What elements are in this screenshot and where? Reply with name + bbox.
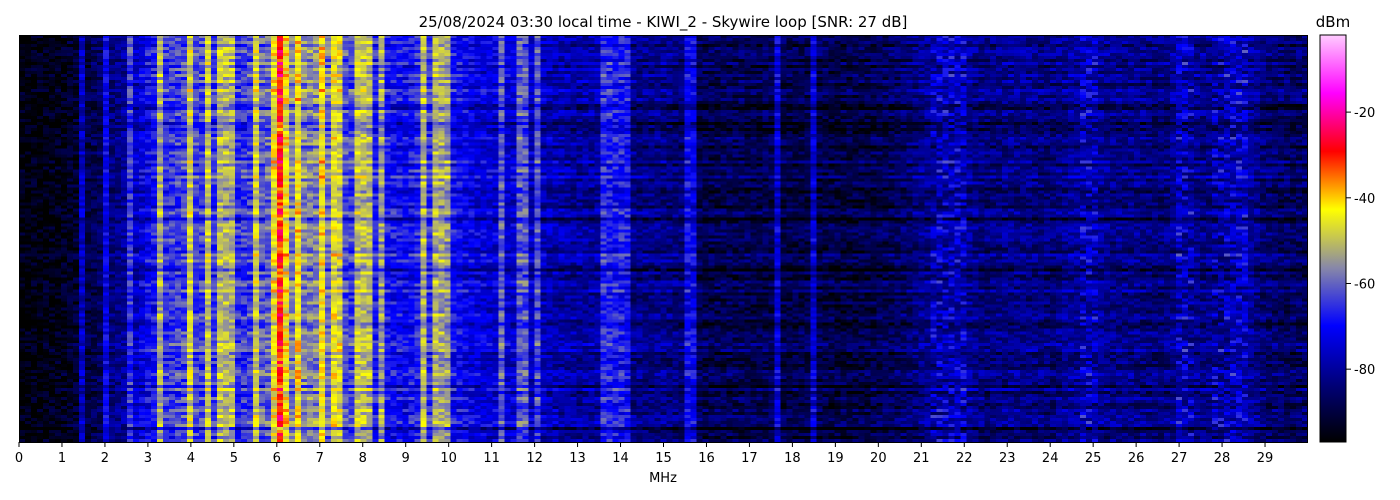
x-tick-label: 15: [655, 451, 672, 466]
colorbar-label: dBm: [1316, 13, 1350, 31]
colorbar-tick-label: -20: [1354, 106, 1375, 121]
x-tick-label: 11: [483, 451, 500, 466]
colorbar-ticks: -20 -40 -60 -80: [1346, 106, 1375, 378]
x-tick-label: 21: [913, 451, 930, 466]
x-tick-label: 20: [870, 451, 887, 466]
colorbar-tick-label: -80: [1354, 363, 1375, 378]
x-axis-label: MHz: [649, 471, 677, 486]
waterfall-plot: [19, 35, 1308, 442]
colorbar: -20 -40 -60 -80 dBm: [1316, 13, 1375, 443]
x-tick-label: 22: [956, 451, 973, 466]
x-tick-label: 7: [316, 451, 324, 466]
x-tick-label: 19: [827, 451, 844, 466]
x-tick-label: 14: [612, 451, 629, 466]
x-tick-label: 28: [1214, 451, 1231, 466]
x-tick-label: 23: [999, 451, 1016, 466]
x-tick-label: 5: [230, 451, 238, 466]
colorbar-gradient: [1319, 34, 1347, 443]
x-tick-label: 2: [101, 451, 109, 466]
x-tick-label: 18: [784, 451, 801, 466]
colorbar-tick-label: -60: [1354, 277, 1375, 292]
x-tick-label: 1: [58, 451, 66, 466]
x-tick-label: 10: [440, 451, 457, 466]
x-tick-label: 24: [1042, 451, 1059, 466]
x-tick-label: 9: [402, 451, 410, 466]
x-tick-label: 29: [1257, 451, 1274, 466]
x-tick-label: 13: [569, 451, 586, 466]
x-tick-label: 25: [1085, 451, 1102, 466]
colorbar-tick-label: -40: [1354, 192, 1375, 207]
chart-title: 25/08/2024 03:30 local time - KIWI_2 - S…: [419, 13, 908, 32]
x-tick-label: 3: [144, 451, 152, 466]
x-tick-label: 26: [1128, 451, 1145, 466]
x-tick-label: 6: [273, 451, 281, 466]
x-axis: 0 1 2 3 4 5 6 7 8 9 10 11 12 13 14 15 16 17 18 19 20 21 22 23 24…: [15, 442, 1273, 466]
x-tick-label: 8: [359, 451, 367, 466]
x-tick-label: 0: [15, 451, 23, 466]
x-tick-label: 17: [741, 451, 758, 466]
x-tick-label: 12: [526, 451, 543, 466]
x-tick-label: 4: [187, 451, 195, 466]
waterfall-raster: [19, 35, 1308, 442]
x-tick-label: 16: [698, 451, 715, 466]
x-tick-label: 27: [1171, 451, 1188, 466]
